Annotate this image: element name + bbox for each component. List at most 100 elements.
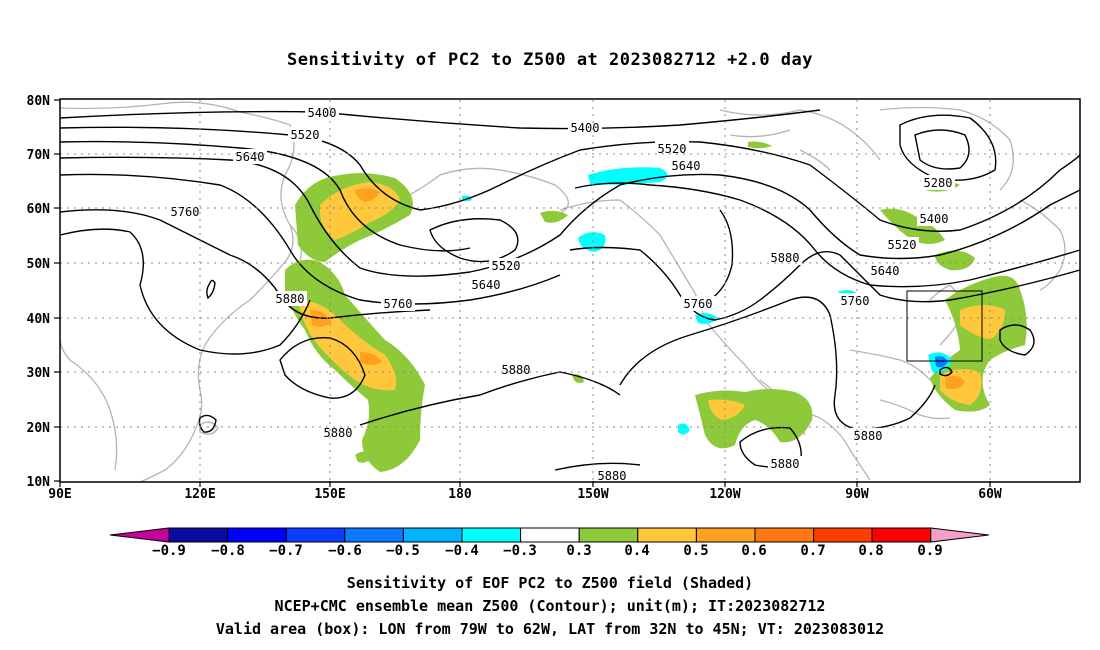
contour-label: 5400 <box>308 106 337 120</box>
contour-label-bg <box>233 149 267 164</box>
lat-label: 10N <box>27 475 51 490</box>
colorbar-label: 0.4 <box>624 543 650 559</box>
contour-label-bg <box>381 296 415 311</box>
colorbar-label: 0.9 <box>917 543 943 559</box>
contour-label-bg <box>885 237 919 252</box>
lat-label: 30N <box>27 366 51 381</box>
contour-label: 5880 <box>771 457 800 471</box>
z500-contours <box>59 109 1081 471</box>
colorbar-swatch <box>227 527 287 543</box>
colorbar-label: −0.7 <box>269 543 303 559</box>
colorbar-label: −0.4 <box>445 543 479 559</box>
valid-area-box <box>906 290 983 362</box>
contour-label: 5880 <box>276 292 305 306</box>
colorbar-swatch <box>871 527 932 543</box>
lat-label: 80N <box>27 94 51 109</box>
colorbar-label: 0.3 <box>566 543 592 559</box>
colorbar-swatch <box>695 527 756 543</box>
contour-label-bg <box>768 456 802 471</box>
colorbar-low-extension <box>109 527 170 543</box>
contour-label-bg <box>499 362 533 377</box>
colorbar-label: −0.9 <box>152 543 186 559</box>
contour-label-bg <box>655 141 689 156</box>
colorbar-label: 0.7 <box>800 543 826 559</box>
contour-label: 5880 <box>598 469 627 483</box>
colorbar-swatch <box>402 527 463 543</box>
contour-label: 5880 <box>502 363 531 377</box>
contour-label-bg <box>921 175 955 190</box>
shaded-positive-areas <box>285 141 1027 472</box>
lat-label: 70N <box>27 148 51 163</box>
lat-label: 50N <box>27 257 51 272</box>
contour-label: 5280 <box>924 176 953 190</box>
lat-label: 60N <box>27 202 51 217</box>
map-grid <box>60 100 1080 481</box>
contour-label-bg <box>288 127 322 142</box>
colorbar-label: −0.8 <box>211 543 245 559</box>
colorbar-label: 0.6 <box>741 543 767 559</box>
contour-label: 5640 <box>236 150 265 164</box>
lat-label: 20N <box>27 421 51 436</box>
lon-label: 90E <box>48 487 71 502</box>
contour-label: 5760 <box>171 205 200 219</box>
lon-label: 150E <box>314 487 345 502</box>
contour-label: 5880 <box>854 429 883 443</box>
contour-label: 5520 <box>888 238 917 252</box>
colorbar-label: 0.8 <box>858 543 884 559</box>
contour-label-bg <box>917 211 951 226</box>
colorbar-swatch <box>344 527 404 543</box>
colorbar-swatch <box>578 527 639 543</box>
tick-marks <box>54 99 991 487</box>
colorbar-swatch <box>285 527 346 543</box>
contour-label: 5400 <box>920 212 949 226</box>
lon-label: 60W <box>978 487 1002 502</box>
contour-label: 5640 <box>472 278 501 292</box>
lon-label: 120E <box>184 487 215 502</box>
contour-label: 5760 <box>684 297 713 311</box>
map-title: Sensitivity of PC2 to Z500 at 2023082712… <box>286 50 813 70</box>
lon-label: 120W <box>709 487 740 502</box>
contour-labels: 5400552056405760588054005520564052805400… <box>168 105 955 483</box>
lon-label: 90W <box>845 487 869 502</box>
contour-label-bg <box>568 120 602 135</box>
contour-label: 5520 <box>291 128 320 142</box>
contour-label-bg <box>489 258 523 273</box>
caption-line-2: NCEP+CMC ensemble mean Z500 (Contour); u… <box>274 597 826 615</box>
contour-label: 5760 <box>384 297 413 311</box>
contour-label: 5520 <box>492 259 521 273</box>
contour-label-bg <box>768 250 802 265</box>
contour-label-bg <box>273 291 307 306</box>
lon-label: 150W <box>577 487 608 502</box>
contour-label: 5880 <box>771 251 800 265</box>
colorbar-swatch <box>637 527 697 543</box>
colorbar-swatch <box>520 527 580 543</box>
colorbar-swatch <box>754 527 815 543</box>
lon-label: 180 <box>448 487 472 502</box>
colorbar-swatch <box>461 527 522 543</box>
contour-label-bg <box>851 428 885 443</box>
caption-line-3: Valid area (box): LON from 79W to 62W, L… <box>215 620 885 638</box>
colorbar <box>109 527 989 543</box>
contour-label: 5640 <box>871 264 900 278</box>
colorbar-label: −0.5 <box>386 543 420 559</box>
contour-label-bg <box>595 468 629 483</box>
colorbar-label: 0.5 <box>683 543 709 559</box>
contour-label: 5640 <box>672 159 701 173</box>
contour-label-bg <box>868 263 902 278</box>
map-frame <box>59 98 1081 483</box>
contour-label-bg <box>469 277 503 292</box>
colorbar-swatch <box>813 527 873 543</box>
colorbar-high-extension <box>930 527 989 543</box>
contour-label: 5400 <box>571 121 600 135</box>
caption-line-1: Sensitivity of EOF PC2 to Z500 field (Sh… <box>346 574 754 592</box>
contour-label-bg <box>838 293 872 308</box>
colorbar-label: −0.6 <box>328 543 362 559</box>
contour-label: 5880 <box>324 426 353 440</box>
contour-label-bg <box>669 158 703 173</box>
lat-label: 40N <box>27 312 51 327</box>
contour-label: 5760 <box>841 294 870 308</box>
contour-label-bg <box>681 296 715 311</box>
colorbar-label: −0.3 <box>503 543 537 559</box>
colorbar-swatch <box>168 527 229 543</box>
